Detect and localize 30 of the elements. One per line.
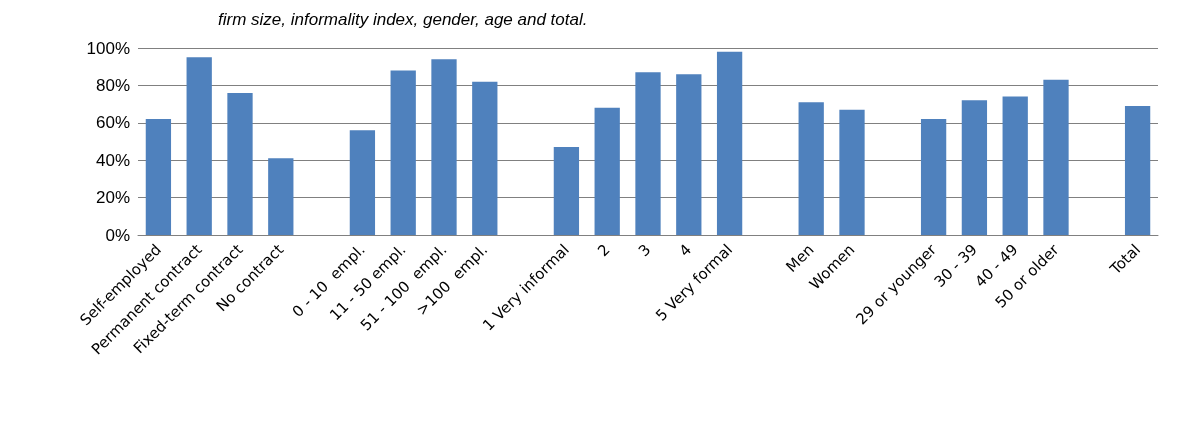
y-tick-label: 0% (105, 225, 130, 245)
bar (349, 130, 376, 235)
y-tick-label: 80% (95, 75, 130, 95)
chart-title: firm size, informality index, gender, age and total. (218, 10, 588, 29)
bar (676, 74, 702, 235)
x-tick-label: 3 (634, 240, 655, 261)
x-tick-label: 2 (594, 240, 614, 261)
bar (227, 92, 253, 235)
bar (268, 158, 294, 235)
bar (553, 147, 580, 235)
bar (839, 109, 865, 235)
y-tick-label: 100% (86, 38, 130, 58)
bar (594, 107, 620, 235)
bar (186, 57, 212, 235)
bar (716, 51, 743, 235)
bar (145, 119, 172, 235)
y-tick-label: 20% (95, 188, 130, 208)
bar (961, 100, 988, 235)
bar (390, 70, 416, 235)
bar (1002, 96, 1028, 235)
bar (1043, 79, 1069, 235)
bar (635, 72, 661, 235)
y-tick-label: 40% (95, 150, 130, 170)
bar (431, 59, 457, 235)
y-tick-label: 60% (95, 113, 130, 133)
bar (472, 81, 498, 235)
bar (1124, 105, 1151, 235)
bar (798, 102, 824, 235)
bar (920, 119, 947, 235)
x-tick-label: 4 (675, 240, 696, 261)
